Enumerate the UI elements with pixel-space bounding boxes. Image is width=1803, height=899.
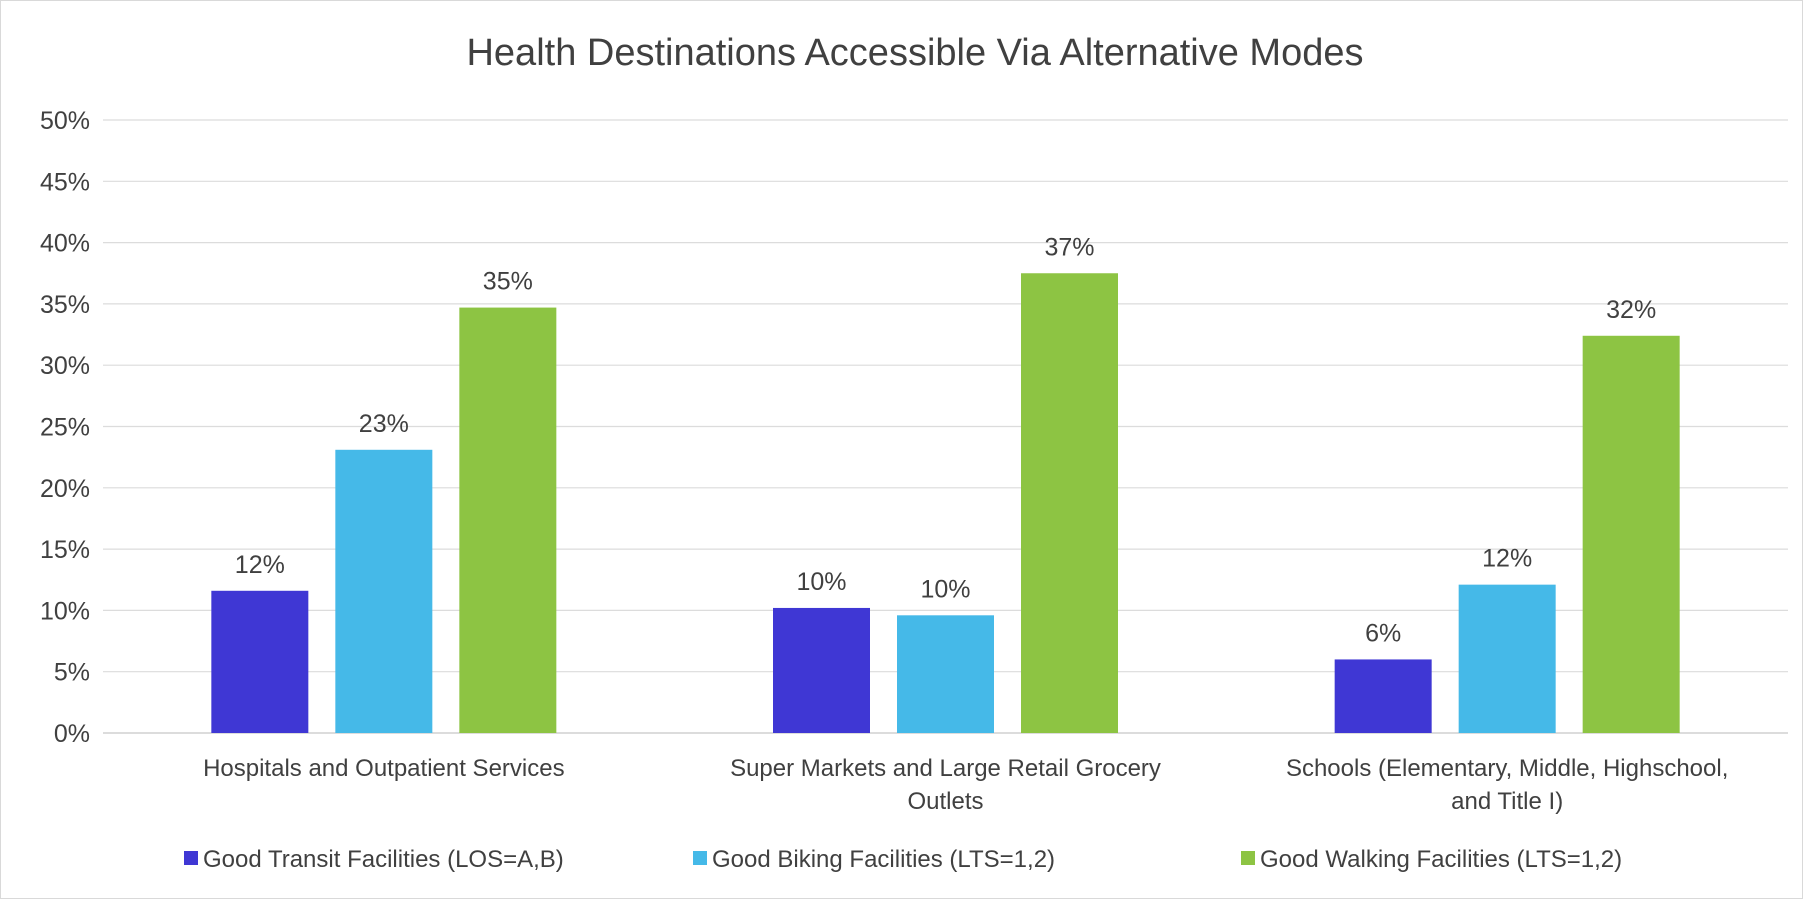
legend-label: Good Walking Facilities (LTS=1,2)	[1260, 846, 1622, 873]
x-tick-label: Schools (Elementary, Middle, Highschool,	[1286, 755, 1728, 782]
bar	[897, 615, 994, 733]
bar	[335, 449, 433, 733]
x-axis-tick-labels: Hospitals and Outpatient Services Super M…	[203, 755, 1728, 815]
data-label: 32%	[1606, 296, 1656, 324]
y-tick-label: 15%	[40, 536, 90, 564]
bar	[211, 590, 309, 733]
y-tick-label: 5%	[54, 659, 90, 687]
y-tick-label: 25%	[40, 414, 90, 442]
data-label: 6%	[1365, 619, 1401, 647]
chart-title: Health Destinations Accessible Via Alter…	[466, 32, 1363, 74]
y-tick-label: 35%	[40, 291, 90, 319]
data-labels: 12% 23% 35% 10% 10% 37% 6% 12% 32%	[235, 233, 1656, 647]
y-tick-label: 10%	[40, 597, 90, 625]
data-label: 12%	[235, 551, 285, 579]
y-axis-tick-labels: 0% 5% 10% 15% 20% 25% 30% 35% 40% 45% 50%	[40, 107, 90, 748]
bar	[459, 307, 557, 733]
y-tick-label: 0%	[54, 720, 90, 748]
legend-swatch	[1241, 851, 1255, 865]
legend-label: Good Transit Facilities (LOS=A,B)	[203, 846, 564, 873]
legend-swatch	[184, 851, 198, 865]
data-label: 10%	[920, 575, 970, 603]
y-tick-label: 20%	[40, 475, 90, 503]
y-tick-label: 50%	[40, 107, 90, 135]
bar	[1334, 659, 1432, 733]
legend: Good Transit Facilities (LOS=A,B) Good Bi…	[184, 846, 1622, 873]
x-tick-label: Outlets	[907, 788, 983, 815]
bar	[1458, 584, 1556, 733]
bar	[773, 607, 870, 733]
y-tick-label: 45%	[40, 168, 90, 196]
bars	[211, 273, 1680, 733]
x-tick-label: Hospitals and Outpatient Services	[203, 755, 565, 782]
data-label: 35%	[483, 268, 533, 296]
data-label: 23%	[359, 410, 409, 438]
x-tick-label: Super Markets and Large Retail Grocery	[730, 755, 1161, 782]
bar	[1582, 335, 1680, 733]
legend-label: Good Biking Facilities (LTS=1,2)	[712, 846, 1055, 873]
bar	[1021, 273, 1118, 733]
data-label: 10%	[796, 568, 846, 596]
data-label: 12%	[1482, 545, 1532, 573]
data-label: 37%	[1044, 233, 1094, 261]
x-tick-label: and Title I)	[1451, 788, 1563, 815]
legend-swatch	[693, 851, 707, 865]
y-tick-label: 40%	[40, 230, 90, 258]
y-tick-label: 30%	[40, 352, 90, 380]
